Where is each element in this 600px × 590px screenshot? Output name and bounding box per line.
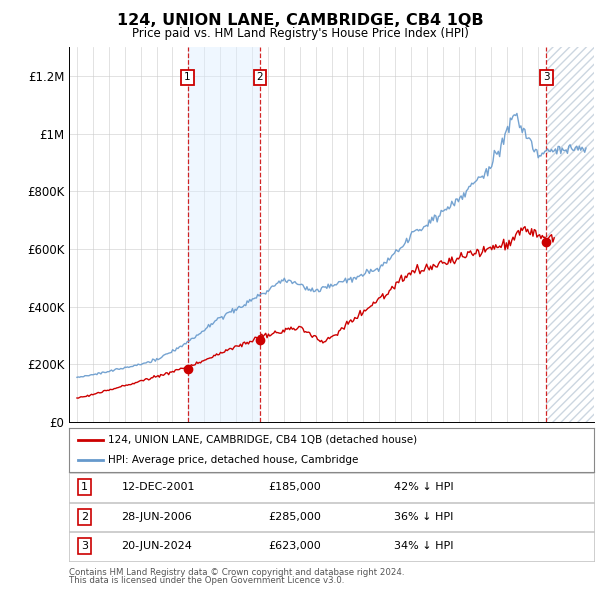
- Text: 28-JUN-2006: 28-JUN-2006: [121, 512, 192, 522]
- Text: 12-DEC-2001: 12-DEC-2001: [121, 483, 195, 492]
- Text: 2: 2: [257, 73, 263, 83]
- Text: 3: 3: [543, 73, 550, 83]
- Bar: [546, 47, 594, 422]
- Bar: [546, 47, 594, 422]
- Text: 42% ↓ HPI: 42% ↓ HPI: [395, 483, 454, 492]
- Text: HPI: Average price, detached house, Cambridge: HPI: Average price, detached house, Camb…: [109, 455, 359, 465]
- Text: Contains HM Land Registry data © Crown copyright and database right 2024.: Contains HM Land Registry data © Crown c…: [69, 568, 404, 577]
- Text: Price paid vs. HM Land Registry's House Price Index (HPI): Price paid vs. HM Land Registry's House …: [131, 27, 469, 40]
- Text: 124, UNION LANE, CAMBRIDGE, CB4 1QB (detached house): 124, UNION LANE, CAMBRIDGE, CB4 1QB (det…: [109, 435, 418, 445]
- Text: 34% ↓ HPI: 34% ↓ HPI: [395, 542, 454, 551]
- Text: £185,000: £185,000: [269, 483, 321, 492]
- Text: 20-JUN-2024: 20-JUN-2024: [121, 542, 193, 551]
- Text: 2: 2: [81, 512, 88, 522]
- Text: £285,000: £285,000: [269, 512, 322, 522]
- Bar: [188, 47, 260, 422]
- Text: 1: 1: [81, 483, 88, 492]
- Text: 1: 1: [184, 73, 191, 83]
- Text: 124, UNION LANE, CAMBRIDGE, CB4 1QB: 124, UNION LANE, CAMBRIDGE, CB4 1QB: [116, 13, 484, 28]
- Text: 36% ↓ HPI: 36% ↓ HPI: [395, 512, 454, 522]
- Text: This data is licensed under the Open Government Licence v3.0.: This data is licensed under the Open Gov…: [69, 576, 344, 585]
- Text: £623,000: £623,000: [269, 542, 321, 551]
- Text: 3: 3: [81, 542, 88, 551]
